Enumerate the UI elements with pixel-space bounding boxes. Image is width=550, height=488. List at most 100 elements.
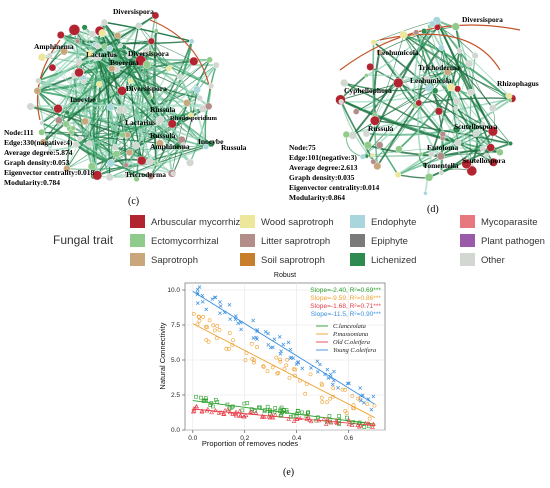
stat-line: Edge:330(nagative:4) — [4, 138, 73, 147]
slope-annotations: Slope=-2.40, R²=0.69***Slope=-9.59, R²=0… — [310, 287, 381, 318]
network-edge — [120, 45, 192, 116]
stat-line: Eigenvector centrality:0.018 — [4, 168, 95, 177]
network-node — [193, 85, 201, 94]
data-point — [197, 318, 202, 323]
data-point — [263, 408, 267, 412]
network-node — [70, 125, 77, 131]
stat-line: Edge:101(negative:3) — [289, 153, 357, 162]
legend-label: Plant pathogen — [481, 236, 545, 247]
network-node — [507, 98, 512, 103]
network-edge — [41, 122, 112, 165]
data-point — [277, 335, 282, 339]
network-node — [148, 50, 156, 58]
data-point — [194, 394, 198, 399]
network-node — [461, 158, 472, 169]
data-point — [321, 416, 327, 421]
network-node — [38, 128, 46, 136]
legend-swatch — [130, 215, 145, 228]
legend-label: Ectomycorrhizal — [151, 236, 219, 247]
data-point — [253, 410, 259, 415]
network-node — [132, 141, 140, 150]
network-node — [98, 29, 107, 37]
data-point — [319, 381, 324, 386]
data-point — [367, 416, 372, 421]
data-point — [346, 421, 352, 427]
network-node — [53, 104, 63, 114]
data-point — [228, 317, 233, 321]
network-node — [55, 116, 63, 125]
network-node — [434, 107, 443, 116]
data-point — [265, 404, 270, 409]
network-edge — [58, 67, 170, 122]
data-point — [358, 423, 363, 428]
data-point — [221, 411, 227, 416]
network-edge — [98, 57, 200, 99]
panel-label-d: (d) — [427, 204, 439, 215]
network-node — [338, 99, 344, 105]
data-point — [200, 299, 205, 304]
taxon-label: Tomentella — [423, 161, 459, 170]
data-point — [225, 402, 230, 407]
data-point — [336, 385, 340, 390]
data-point — [279, 405, 284, 410]
data-point — [204, 307, 209, 312]
data-point — [255, 345, 259, 349]
network-node — [348, 131, 357, 140]
network-c: Diversispora Amphinema Lactarius Boerema… — [4, 7, 247, 207]
network-node — [85, 140, 93, 148]
data-point — [358, 393, 363, 398]
series-legend-label: Old C.oleifera — [333, 339, 370, 346]
stat-line: Modularity:0.784 — [4, 178, 60, 187]
network-node — [465, 59, 474, 68]
y-axis-title: Natural Connectivity — [158, 322, 167, 389]
network-node — [454, 139, 462, 147]
data-point — [351, 420, 356, 424]
network-node — [126, 148, 134, 156]
data-point — [209, 401, 214, 405]
network-node — [167, 119, 177, 129]
legend-label: Wood saprotroph — [261, 217, 334, 228]
network-node — [438, 44, 445, 51]
data-point — [270, 414, 275, 419]
network-edge — [141, 64, 217, 161]
network-node — [105, 173, 114, 182]
data-point — [258, 405, 263, 410]
network-node — [487, 126, 498, 137]
data-point — [291, 414, 296, 419]
data-point — [195, 287, 200, 292]
network-node — [72, 140, 80, 148]
taxon-label: Tricroderma — [125, 170, 166, 179]
data-point — [273, 406, 278, 410]
data-point — [194, 404, 200, 409]
network-node — [147, 172, 155, 180]
data-point — [284, 408, 289, 412]
data-point — [255, 329, 260, 334]
data-point — [355, 422, 360, 427]
taxon-label: Rhodosporidium — [170, 115, 218, 122]
network-c-nodes — [26, 11, 220, 182]
network-node — [370, 158, 377, 165]
network-edge — [41, 40, 152, 133]
data-point — [210, 404, 215, 409]
data-point — [204, 408, 210, 413]
legend-label: Arbuscular mycorrhizal — [151, 217, 248, 228]
legend-swatch — [240, 234, 255, 247]
network-node — [399, 30, 408, 39]
network-edge — [397, 99, 511, 176]
data-point — [200, 293, 205, 298]
legend-label: Other — [481, 255, 505, 266]
network-node — [480, 121, 486, 127]
network-edge — [356, 71, 448, 113]
network-node — [112, 144, 119, 151]
data-point — [370, 424, 375, 429]
taxon-label: Entoloma — [427, 143, 459, 152]
data-point — [233, 413, 239, 418]
data-point — [291, 418, 297, 423]
network-edge — [366, 74, 452, 89]
negative-edge — [149, 19, 211, 91]
data-point — [331, 386, 336, 391]
network-node — [123, 173, 129, 179]
data-point — [349, 422, 355, 427]
panel-label-c: (c) — [128, 196, 139, 207]
network-node — [394, 171, 402, 179]
